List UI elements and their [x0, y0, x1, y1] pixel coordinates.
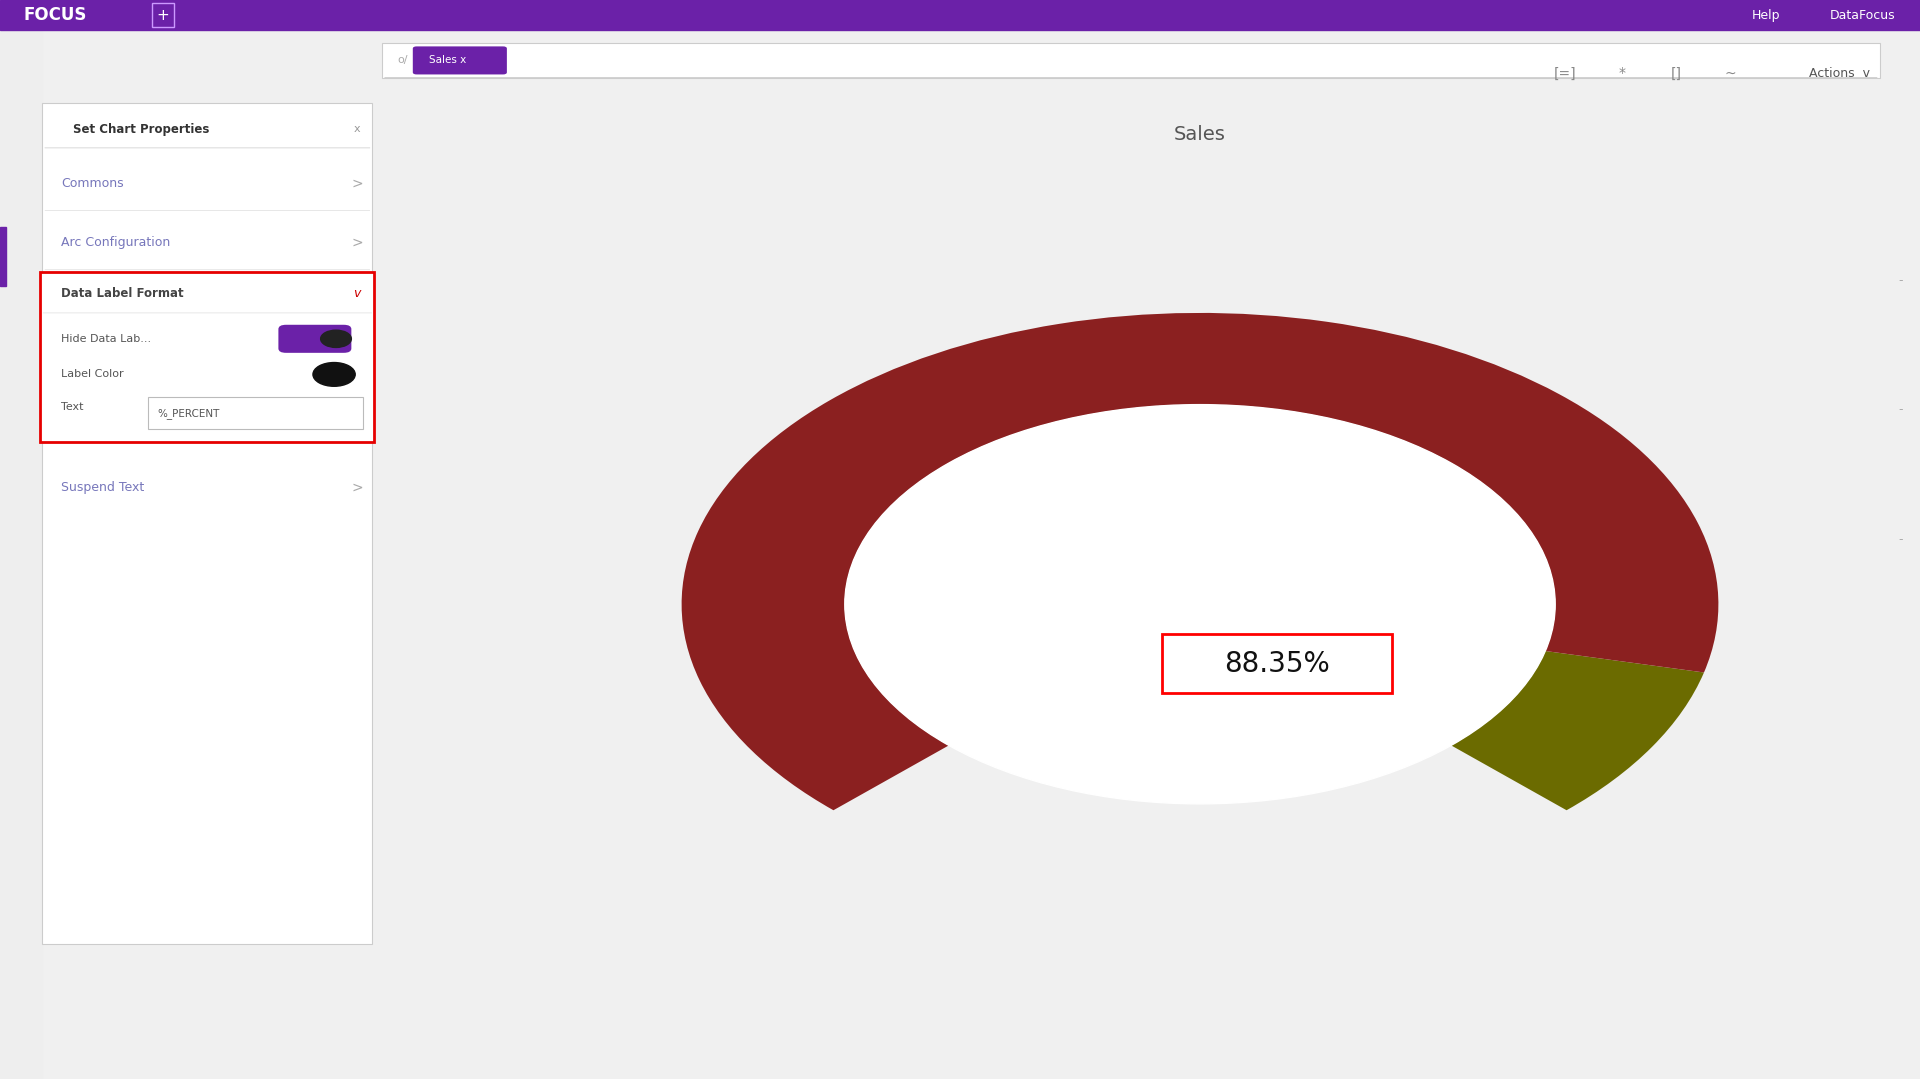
FancyBboxPatch shape: [278, 325, 351, 353]
Text: Arc Configuration: Arc Configuration: [61, 236, 171, 249]
Text: %_PERCENT: %_PERCENT: [157, 408, 219, 419]
Text: +: +: [157, 8, 169, 23]
Text: Label Color: Label Color: [61, 369, 125, 380]
Bar: [148, 397, 363, 429]
Text: Hide Data Lab...: Hide Data Lab...: [61, 333, 152, 344]
Text: FOCUS: FOCUS: [23, 6, 86, 24]
Text: ~: ~: [1724, 67, 1736, 80]
Text: Actions  v: Actions v: [1809, 67, 1870, 80]
Circle shape: [313, 363, 355, 386]
Wedge shape: [1452, 651, 1703, 810]
Text: []: []: [1670, 67, 1682, 80]
Text: Sales: Sales: [1173, 125, 1227, 145]
FancyBboxPatch shape: [413, 46, 507, 74]
Text: Data Label Format: Data Label Format: [61, 287, 184, 300]
Text: >: >: [351, 481, 363, 494]
Circle shape: [845, 405, 1555, 804]
Text: -: -: [1899, 404, 1903, 416]
Text: -: -: [1899, 274, 1903, 287]
Text: o/: o/: [397, 55, 407, 66]
Wedge shape: [682, 313, 1718, 810]
Text: -: -: [1899, 533, 1903, 546]
Bar: [40, 272, 374, 442]
Text: Sales x: Sales x: [428, 55, 467, 66]
Bar: [42, 103, 372, 944]
Text: Help: Help: [1753, 9, 1780, 22]
Text: >: >: [351, 236, 363, 249]
Bar: [0, 30, 42, 1079]
Bar: [1162, 634, 1392, 694]
Text: x: x: [353, 124, 361, 135]
Text: 88.35%: 88.35%: [1223, 650, 1331, 678]
Text: DataFocus: DataFocus: [1830, 9, 1895, 22]
Text: [=]: [=]: [1553, 67, 1576, 80]
Text: Text: Text: [61, 401, 84, 412]
Bar: [0, 227, 6, 286]
Text: Commons: Commons: [61, 177, 125, 190]
Text: >: >: [351, 177, 363, 190]
Bar: [0, 0, 1920, 30]
Text: Set Chart Properties: Set Chart Properties: [73, 123, 209, 136]
Bar: [382, 43, 1880, 78]
Text: Suspend Text: Suspend Text: [61, 481, 144, 494]
Text: v: v: [353, 287, 361, 300]
Text: *: *: [1619, 67, 1626, 80]
Circle shape: [321, 330, 351, 347]
